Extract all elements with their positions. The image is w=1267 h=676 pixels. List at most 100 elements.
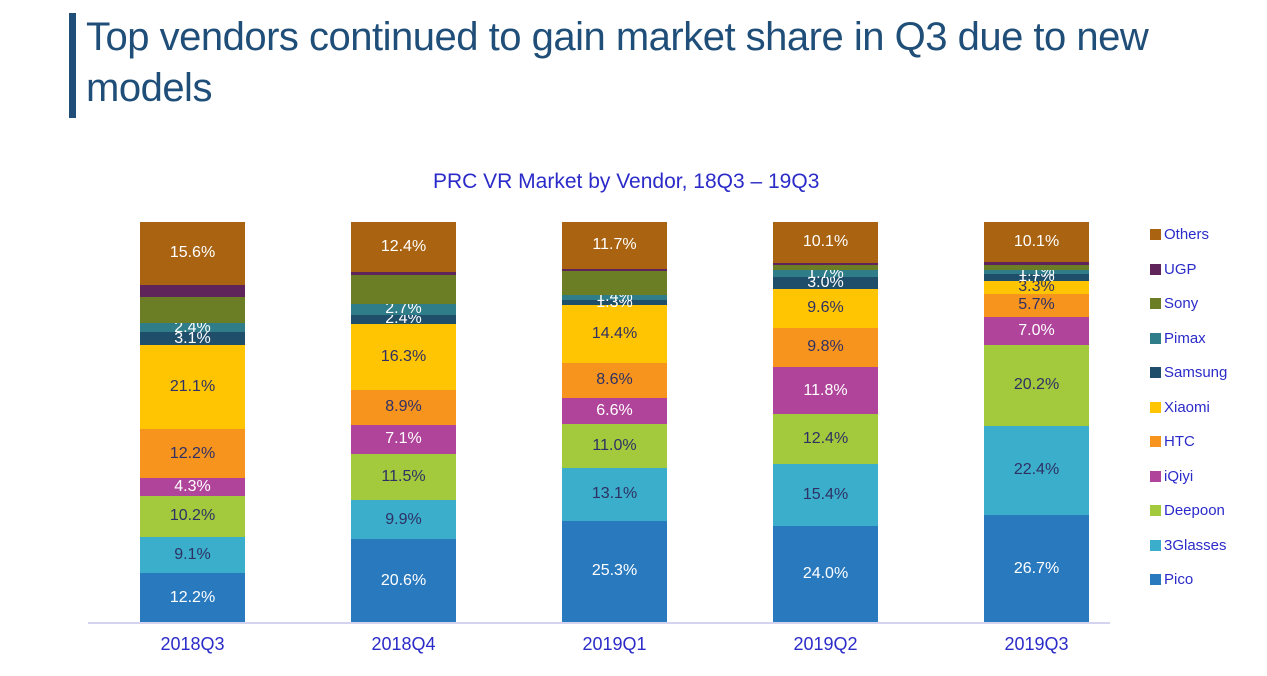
bar-2019Q1: 25.3% 13.1% 11.0% 6.6% 8.6% 14.4% 1.3% 1.4% 11.7… — [562, 222, 667, 622]
segment-pimax-2018Q3: 2.4% — [140, 319, 245, 335]
bar-2018Q3: 12.2% 9.1% 10.2% 4.3% 12.2% 21.1% 3.1% 2.4% 15.6… — [140, 222, 245, 622]
value-label-htc-2018Q3: 12.2% — [169, 444, 216, 462]
segment-deepoon-2019Q2: 12.4% — [773, 414, 878, 464]
value-label-htc-2018Q4: 8.9% — [385, 398, 422, 416]
value-label-iqiyi-2018Q4: 7.1% — [385, 430, 422, 448]
segment-ugp-2018Q3 — [140, 284, 245, 297]
value-label-htc-2019Q1: 8.6% — [596, 371, 633, 389]
value-label-deepoon-2019Q2: 12.4% — [802, 430, 849, 448]
value-label-3glasses-2019Q2: 15.4% — [802, 485, 849, 503]
value-label-xiaomi-2019Q1: 14.4% — [591, 325, 638, 343]
segment-htc-2018Q4: 8.9% — [351, 389, 456, 426]
value-label-htc-2019Q2: 9.8% — [807, 338, 844, 356]
value-label-others-2019Q1: 11.7% — [592, 236, 637, 254]
segment-3glasses-2018Q4: 9.9% — [351, 499, 456, 540]
segment-samsung-2018Q4: 2.4% — [351, 311, 456, 327]
segment-others-2018Q4: 12.4% — [351, 222, 456, 272]
chart-title: PRC VR Market by Vendor, 18Q3 – 19Q3 — [433, 170, 820, 193]
value-label-pico-2019Q1: 25.3% — [591, 562, 638, 580]
value-label-others-2019Q2: 10.1% — [802, 233, 849, 251]
legend-label-deepoon: Deepoon — [1164, 502, 1225, 519]
value-label-others-2018Q3: 15.6% — [169, 244, 216, 262]
legend-item-others: Others — [1150, 226, 1210, 243]
value-label-samsung-2018Q4: 2.4% — [385, 310, 422, 328]
segment-iqiyi-2019Q1: 6.6% — [562, 397, 667, 425]
category-label-2018Q3: 2018Q3 — [160, 634, 225, 654]
legend-label-iqiyi: iQiyi — [1164, 467, 1194, 485]
value-label-xiaomi-2019Q2: 9.6% — [807, 299, 844, 317]
legend-label-ugp: UGP — [1164, 260, 1197, 278]
legend-swatch-iqiyi-icon — [1150, 470, 1161, 482]
segment-deepoon-2018Q3: 10.2% — [140, 495, 245, 537]
segment-pico-2018Q4: 20.6% — [351, 539, 456, 622]
segment-sony-2019Q1 — [562, 271, 667, 295]
segment-pico-2019Q2: 24.0% — [773, 525, 878, 622]
value-label-deepoon-2019Q3: 20.2% — [1013, 376, 1060, 394]
legend-swatch-pimax-icon — [1150, 332, 1161, 344]
legend-swatch-xiaomi-icon — [1150, 401, 1161, 413]
value-label-htc-2019Q3: 5.7% — [1018, 296, 1055, 314]
segment-ugp-2019Q1 — [562, 268, 667, 272]
segment-others-2019Q2: 10.1% — [773, 222, 878, 263]
segment-3glasses-2019Q2: 15.4% — [773, 463, 878, 526]
value-label-xiaomi-2019Q3: 3.3% — [1018, 278, 1055, 296]
legend-item-samsung: Samsung — [1150, 364, 1228, 381]
bar-2019Q3: 26.7% 22.4% 20.2% 7.0% 5.7% 3.3% 1.7% 1.1% 10.1% — [984, 222, 1089, 622]
segment-pimax-2019Q2: 1.7% — [773, 265, 878, 281]
bar-2018Q4: 20.6% 9.9% 11.5% 7.1% 8.9% 16.3% 2.4% 2.7% 12.4% — [351, 222, 456, 622]
value-label-iqiyi-2018Q3: 4.3% — [174, 478, 211, 495]
segment-iqiyi-2018Q4: 7.1% — [351, 425, 456, 454]
segment-pico-2019Q1: 25.3% — [562, 520, 667, 622]
legend-label-others: Others — [1164, 226, 1210, 243]
value-label-deepoon-2018Q4: 11.5% — [381, 467, 426, 485]
legend-item-pico: Pico — [1150, 572, 1193, 587]
segment-sony-2018Q4 — [351, 274, 456, 304]
value-label-iqiyi-2019Q2: 11.8% — [803, 381, 848, 399]
segment-pico-2019Q3: 26.7% — [984, 515, 1089, 622]
legend-item-3glasses: 3Glasses — [1150, 536, 1227, 554]
legend-swatch-deepoon-icon — [1150, 505, 1161, 516]
segment-xiaomi-2018Q4: 16.3% — [351, 324, 456, 390]
value-label-xiaomi-2018Q3: 21.1% — [169, 378, 216, 396]
value-label-xiaomi-2018Q4: 16.3% — [380, 347, 427, 365]
segment-htc-2019Q2: 9.8% — [773, 327, 878, 367]
legend-item-sony: Sony — [1150, 296, 1198, 311]
value-label-pico-2018Q3: 12.2% — [169, 588, 216, 606]
legend-swatch-3glasses-icon — [1150, 539, 1161, 551]
value-label-others-2018Q4: 12.4% — [380, 237, 427, 255]
segment-pimax-2019Q3: 1.1% — [984, 263, 1089, 279]
legend-swatch-others-icon — [1150, 229, 1161, 240]
value-label-3glasses-2019Q1: 13.1% — [591, 485, 638, 503]
value-label-iqiyi-2019Q1: 6.6% — [596, 401, 633, 419]
legend-item-htc: HTC — [1150, 433, 1195, 450]
legend-label-3glasses: 3Glasses — [1164, 536, 1227, 554]
segment-xiaomi-2019Q2: 9.6% — [773, 289, 878, 328]
category-label-2019Q2: 2019Q2 — [793, 634, 858, 654]
segment-htc-2018Q3: 12.2% — [140, 429, 245, 479]
segment-deepoon-2018Q4: 11.5% — [351, 453, 456, 500]
legend-label-samsung: Samsung — [1164, 364, 1228, 381]
x-axis-line — [88, 622, 1110, 624]
segment-deepoon-2019Q1: 11.0% — [562, 424, 667, 469]
slide-title: Top vendors continued to gain market sha… — [86, 15, 1149, 110]
segment-ugp-2019Q2 — [773, 262, 878, 265]
segment-deepoon-2019Q3: 20.2% — [984, 344, 1089, 426]
legend-item-iqiyi: iQiyi — [1150, 467, 1194, 485]
legend-label-htc: HTC — [1164, 433, 1195, 450]
legend-item-deepoon: Deepoon — [1150, 502, 1225, 519]
segment-iqiyi-2018Q3: 4.3% — [140, 478, 245, 496]
value-label-pico-2019Q2: 24.0% — [802, 564, 849, 582]
category-label-2018Q4: 2018Q4 — [371, 634, 436, 654]
legend-swatch-ugp-icon — [1150, 263, 1161, 275]
segment-pimax-2018Q4: 2.7% — [351, 300, 456, 318]
legend-swatch-samsung-icon — [1150, 367, 1161, 378]
bar-2019Q2: 24.0% 15.4% 12.4% 11.8% 9.8% 9.6% 3.0% 1.7% 10.1… — [773, 222, 878, 622]
value-label-pimax-2018Q4: 2.7% — [385, 300, 422, 318]
value-label-3glasses-2018Q4: 9.9% — [385, 510, 422, 528]
value-label-3glasses-2019Q3: 22.4% — [1013, 461, 1060, 479]
value-label-3glasses-2018Q3: 9.1% — [174, 545, 211, 563]
segment-others-2018Q3: 15.6% — [140, 222, 245, 285]
category-label-2019Q3: 2019Q3 — [1004, 634, 1069, 654]
legend-swatch-sony-icon — [1150, 298, 1161, 309]
value-label-iqiyi-2019Q3: 7.0% — [1018, 321, 1055, 339]
